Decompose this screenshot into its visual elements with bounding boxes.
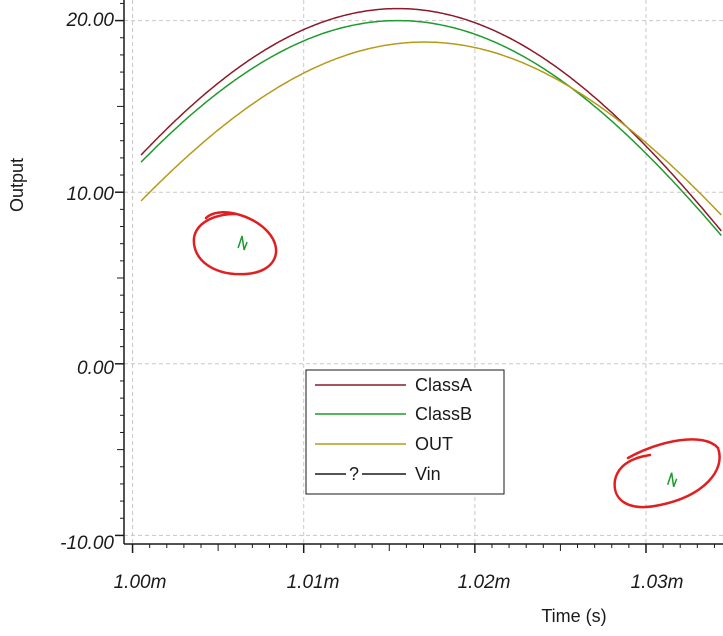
series-line-classb	[140, 19, 722, 236]
legend-label-classb: ClassB	[415, 404, 472, 424]
series-layer	[140, 7, 722, 488]
x-tick-label: 1.01m	[287, 572, 340, 593]
classb-glitch	[237, 235, 248, 251]
legend-label-out: OUT	[415, 434, 453, 454]
classb-glitch	[666, 472, 678, 488]
legend-label-classa: ClassA	[415, 375, 472, 395]
y-tick-label: 10.00	[66, 184, 114, 205]
legend-box	[305, 369, 505, 495]
x-tick-label: 1.00m	[114, 572, 167, 593]
series-line-out	[140, 41, 722, 216]
legend-label-vin: Vin	[415, 464, 441, 484]
legend-marker-vin: ?	[349, 464, 359, 484]
grid	[124, 0, 723, 544]
annotation-circle	[192, 211, 278, 276]
y-tick-label: -10.00	[60, 533, 114, 554]
y-tick-label: 20.00	[65, 10, 114, 31]
legend: ClassA ClassB OUT ? Vin	[305, 369, 505, 495]
x-tick-label: 1.02m	[458, 572, 511, 593]
annotation-circle	[613, 438, 721, 509]
major-ticks	[115, 19, 647, 553]
annotations	[192, 211, 721, 509]
x-tick-label: 1.03m	[631, 572, 684, 593]
x-axis-title: Time (s)	[541, 606, 606, 626]
y-axis-title: Output	[7, 158, 27, 212]
y-tick-label: 0.00	[77, 358, 114, 379]
